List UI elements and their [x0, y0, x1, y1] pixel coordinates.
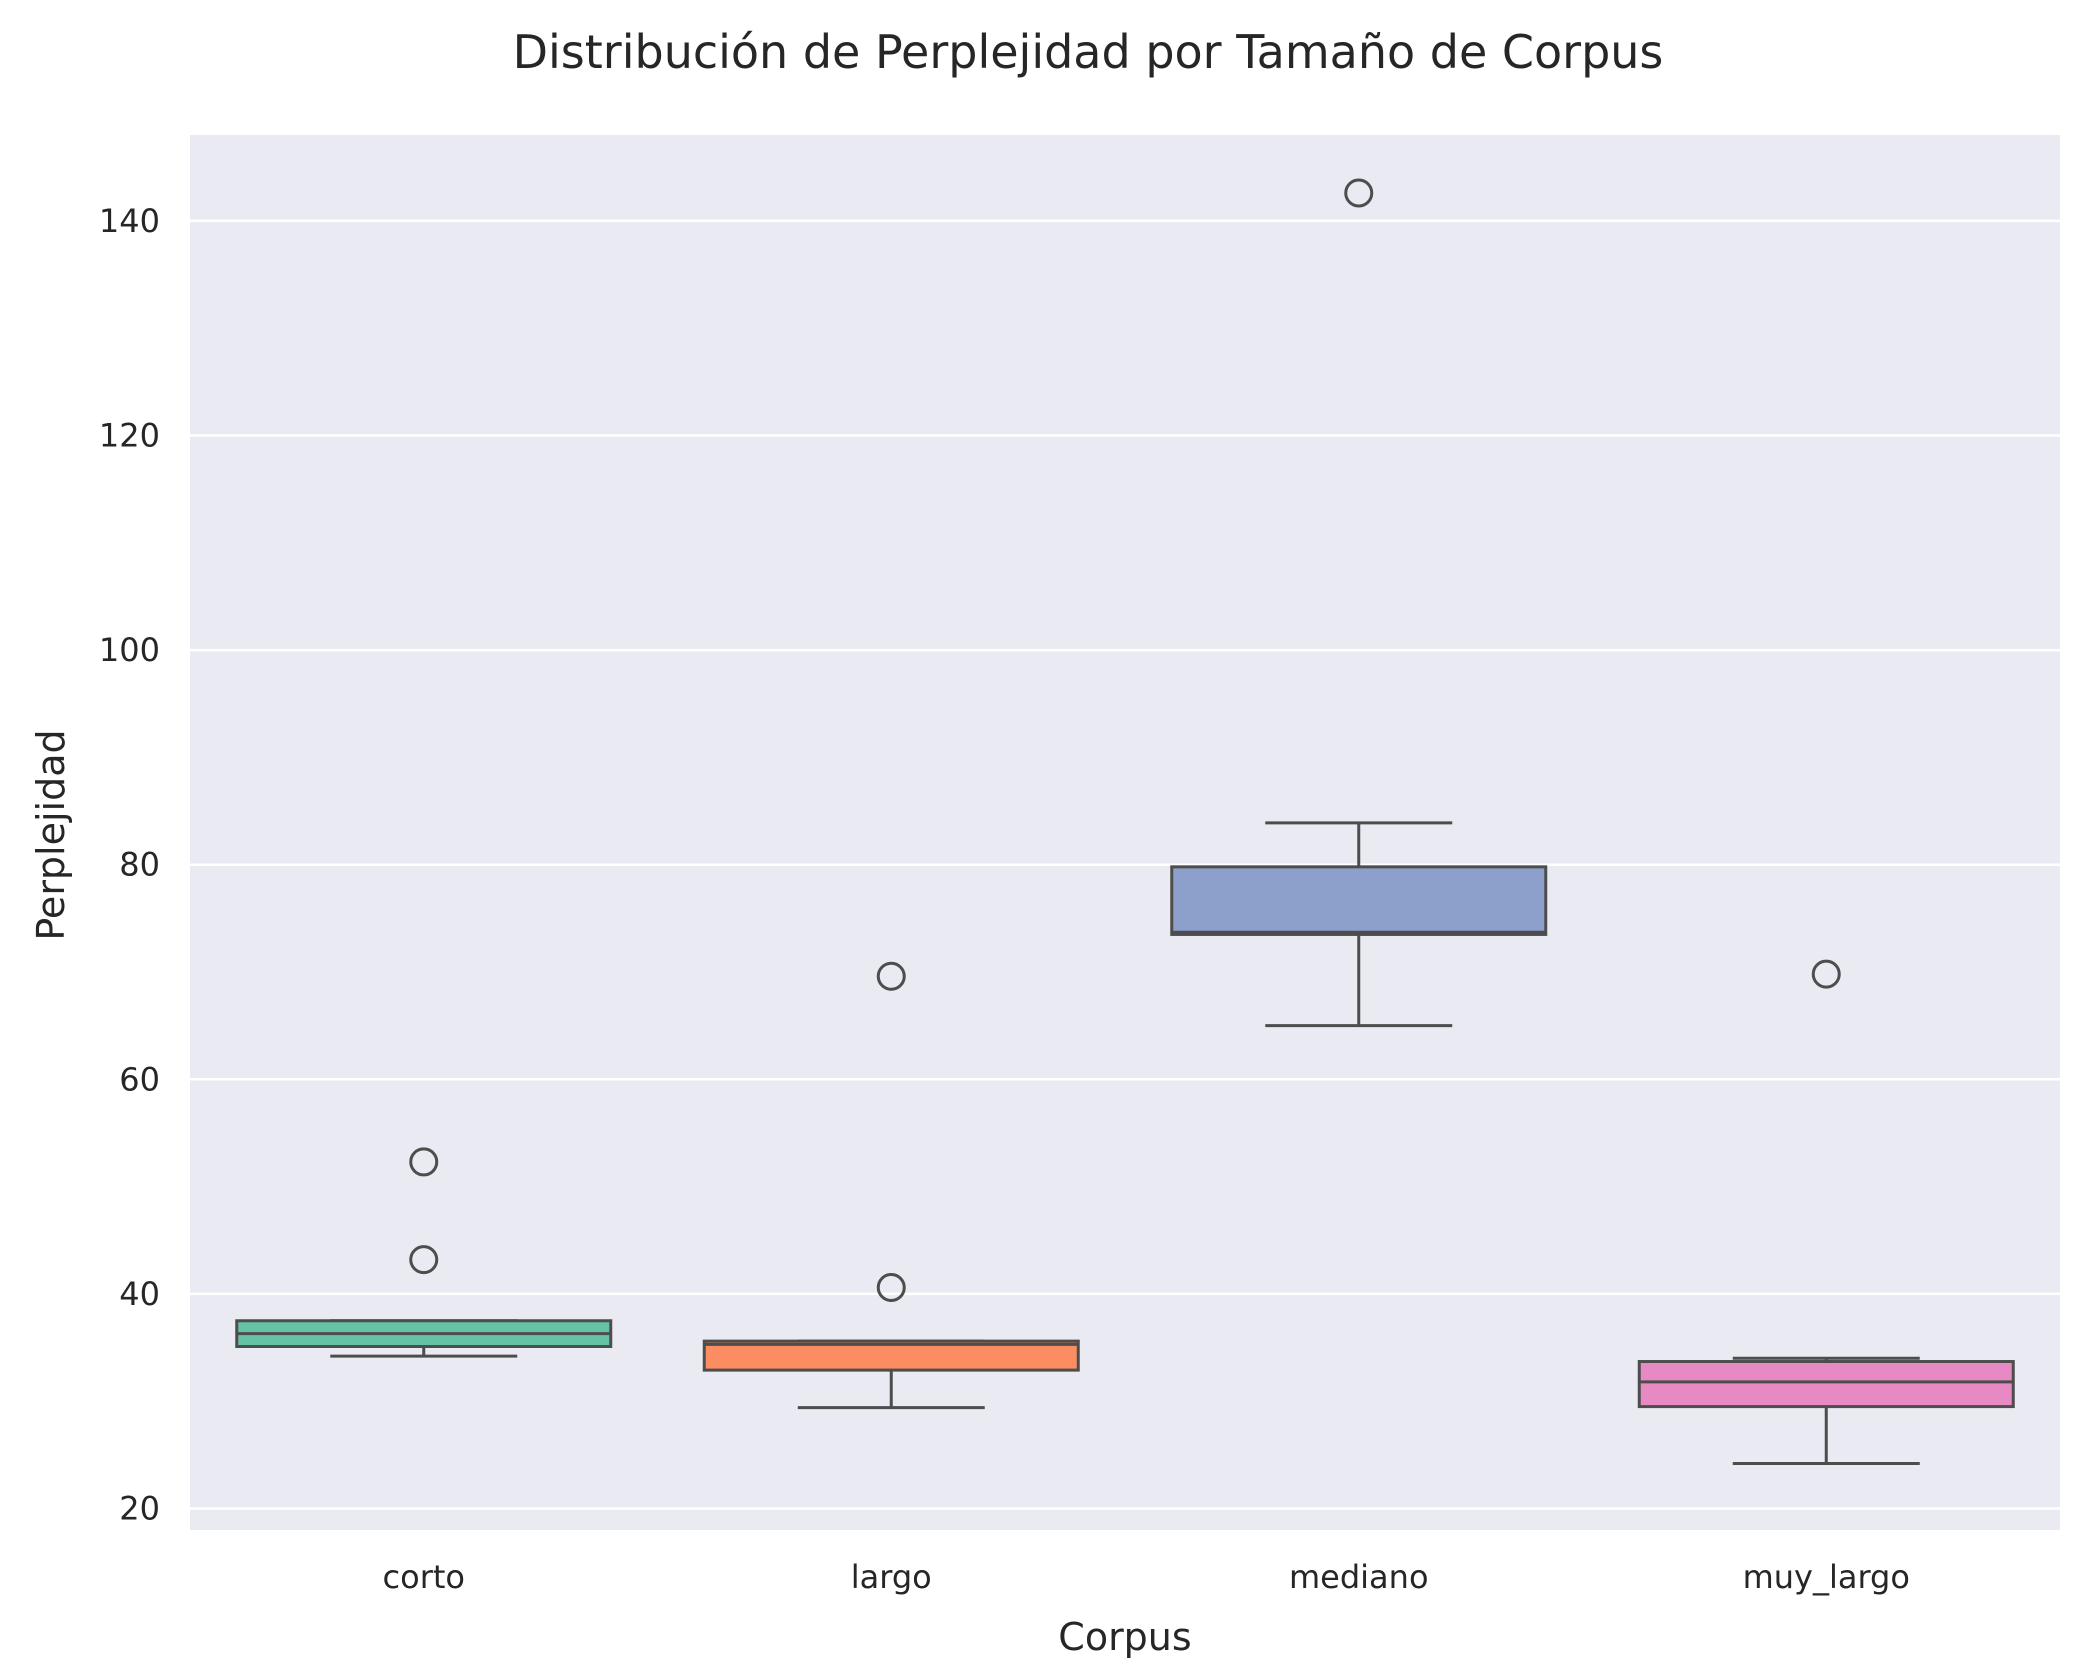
box-muy_largo [1637, 1360, 2015, 1409]
y-tick-80: 80 [119, 846, 160, 884]
boxes-layer [235, 178, 2015, 1465]
y-tick-60: 60 [119, 1060, 160, 1098]
box-largo [702, 1339, 1080, 1372]
x-tick-largo: largo [851, 1558, 932, 1596]
y-tick-140: 140 [99, 202, 160, 240]
x-axis-label: Corpus [1058, 1615, 1191, 1659]
outlier-corto-1 [409, 1245, 439, 1275]
y-tick-20: 20 [119, 1490, 160, 1528]
gridlines [190, 219, 2060, 1510]
box-mediano [1170, 865, 1548, 936]
y-tick-labels: 20 40 60 80 100 120 140 [99, 202, 160, 1528]
chart-title: Distribución de Perplejidad por Tamaño d… [513, 25, 1664, 79]
y-axis-label: Perplejidad [29, 729, 73, 940]
y-tick-120: 120 [99, 416, 160, 454]
outlier-mediano-1 [1344, 178, 1374, 208]
y-tick-40: 40 [119, 1275, 160, 1313]
outlier-largo-1 [876, 1272, 906, 1302]
plot-area [190, 135, 2060, 1530]
outlier-corto-2 [409, 1147, 439, 1177]
x-tick-muy_largo: muy_largo [1743, 1558, 1910, 1596]
x-tick-mediano: mediano [1289, 1558, 1429, 1596]
y-tick-100: 100 [99, 631, 160, 669]
x-tick-corto: corto [383, 1558, 465, 1596]
x-tick-labels: corto largo mediano muy_largo [383, 1558, 1910, 1596]
outlier-muy_largo-1 [1811, 959, 1841, 989]
outlier-largo-2 [876, 961, 906, 991]
